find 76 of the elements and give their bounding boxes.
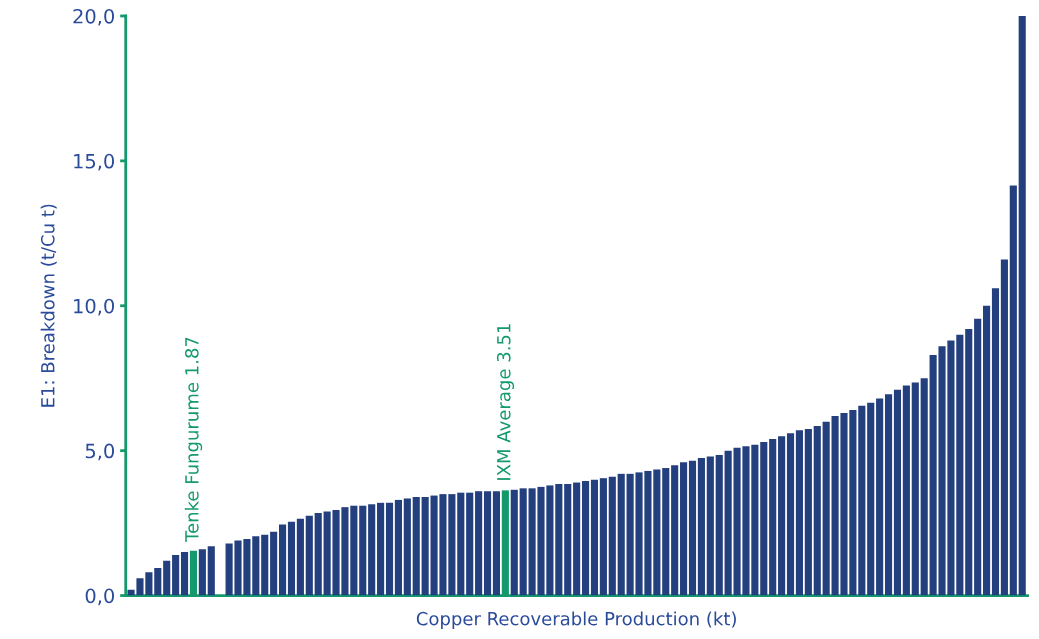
bar	[519, 488, 527, 596]
bar	[287, 521, 296, 596]
bar	[867, 402, 875, 596]
bar	[564, 483, 572, 596]
bar	[920, 378, 928, 596]
bar	[608, 476, 616, 596]
bar	[394, 499, 402, 596]
bar	[270, 531, 278, 596]
bar	[573, 482, 581, 596]
annotation: Tenke Fungurume 1.87	[184, 337, 203, 542]
bar	[581, 481, 590, 596]
bar	[991, 288, 1000, 596]
bar	[555, 483, 563, 596]
bar	[314, 512, 322, 596]
bar	[377, 502, 385, 596]
bar	[385, 502, 394, 596]
bar	[599, 478, 607, 596]
bar	[412, 497, 420, 596]
bar	[1009, 185, 1017, 596]
bar	[172, 554, 180, 596]
bar	[368, 504, 376, 596]
y-tick-label: 15,0	[74, 153, 115, 171]
bar	[492, 491, 501, 596]
bar	[769, 439, 777, 596]
bar	[822, 421, 830, 596]
bar	[662, 468, 670, 596]
bar	[804, 428, 812, 596]
bar	[876, 398, 884, 596]
bar	[590, 479, 599, 596]
y-tick-label: 5,0	[85, 443, 115, 461]
bar	[466, 492, 474, 596]
bar	[1000, 259, 1008, 596]
bar	[279, 524, 287, 596]
annotation: IXM Average 3.51	[496, 324, 515, 480]
bar	[688, 460, 697, 596]
bar	[359, 505, 367, 596]
bar	[893, 389, 902, 596]
y-tick-label: 10,0	[74, 298, 115, 316]
bar	[965, 328, 973, 596]
bar	[795, 430, 803, 596]
bar	[483, 491, 492, 596]
bar	[305, 515, 313, 596]
bar	[163, 560, 171, 596]
bar	[252, 536, 260, 596]
bar	[786, 433, 795, 596]
bar	[1018, 15, 1026, 596]
bar	[475, 491, 483, 596]
bar	[902, 385, 910, 596]
bar	[457, 492, 465, 596]
bar	[760, 441, 768, 596]
bar	[778, 436, 786, 596]
bar	[671, 465, 679, 596]
bar	[911, 382, 919, 596]
bar	[813, 426, 821, 596]
bar	[858, 405, 866, 596]
bar	[974, 318, 982, 596]
y-axis-title: E1: Breakdown (t/Cu t)	[40, 204, 57, 407]
bar	[261, 534, 269, 596]
bar	[510, 489, 518, 596]
bar	[180, 552, 189, 596]
bar	[403, 498, 411, 596]
y-tick-label: 0,0	[85, 588, 115, 606]
bar	[983, 305, 991, 596]
bar	[198, 549, 206, 596]
bar	[697, 457, 705, 596]
bar	[715, 455, 723, 596]
bar	[296, 518, 304, 596]
y-tick-label: 20,0	[73, 8, 115, 26]
bar	[617, 473, 625, 596]
bar	[154, 568, 162, 596]
bar	[207, 546, 215, 596]
bar	[680, 462, 688, 596]
bar	[706, 456, 714, 596]
x-axis-title: Copper Recoverable Production (kt)	[416, 611, 736, 629]
bar	[956, 334, 964, 596]
bar	[884, 394, 893, 596]
